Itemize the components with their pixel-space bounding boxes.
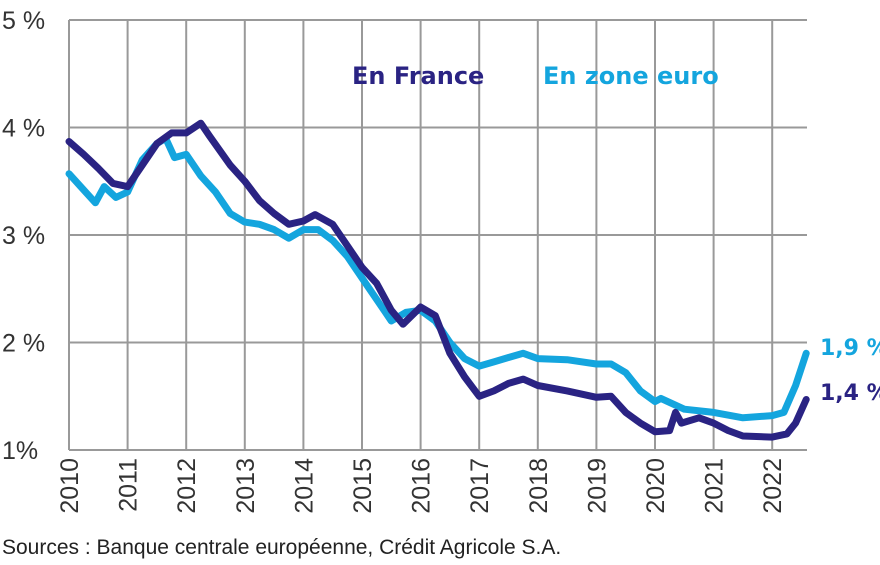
legend-zone-euro: En zone euro	[543, 62, 719, 90]
end-label-france: 1,4 %	[820, 381, 880, 406]
series-line-france	[65, 119, 810, 441]
x-tick-label: 2014	[290, 458, 318, 514]
y-tick-label: 5 %	[2, 7, 45, 35]
y-tick-label: 4 %	[2, 115, 45, 143]
x-tick-label: 2013	[232, 458, 260, 514]
x-tick-label: 2015	[349, 458, 377, 514]
x-tick-label: 2017	[466, 458, 494, 514]
x-tick-label: 2016	[408, 458, 436, 514]
x-tick-label: 2010	[56, 458, 84, 514]
y-tick-label: 1%	[2, 437, 38, 465]
legend-france: En France	[352, 62, 484, 90]
x-tick-label: 2011	[115, 458, 143, 512]
source-note: Sources : Banque centrale européenne, Cr…	[2, 536, 562, 559]
x-tick-label: 2021	[701, 458, 729, 514]
x-tick-label: 2022	[759, 458, 787, 514]
x-axis-ticks: 2010 2011 2012 2013 2014 2015 2016 2017 2018 2019…	[56, 458, 787, 514]
y-axis-ticks: 1% 2 % 3 % 4 % 5 %	[2, 7, 45, 465]
y-tick-label: 3 %	[2, 222, 45, 250]
x-tick-label: 2019	[583, 458, 611, 514]
x-tick-label: 2020	[642, 458, 670, 514]
end-label-zone-euro: 1,9 %	[820, 336, 880, 361]
line-chart: 1%2 %3 %4 %5 % 2010 2011 2012 2013 2014 2015 2…	[2, 7, 880, 514]
x-tick-label: 2012	[173, 458, 201, 514]
series-line-zone-euro	[65, 134, 810, 422]
grid	[68, 19, 807, 451]
y-tick-label: 2 %	[2, 330, 45, 358]
series-lines	[65, 119, 810, 441]
x-tick-label: 2018	[525, 458, 553, 514]
